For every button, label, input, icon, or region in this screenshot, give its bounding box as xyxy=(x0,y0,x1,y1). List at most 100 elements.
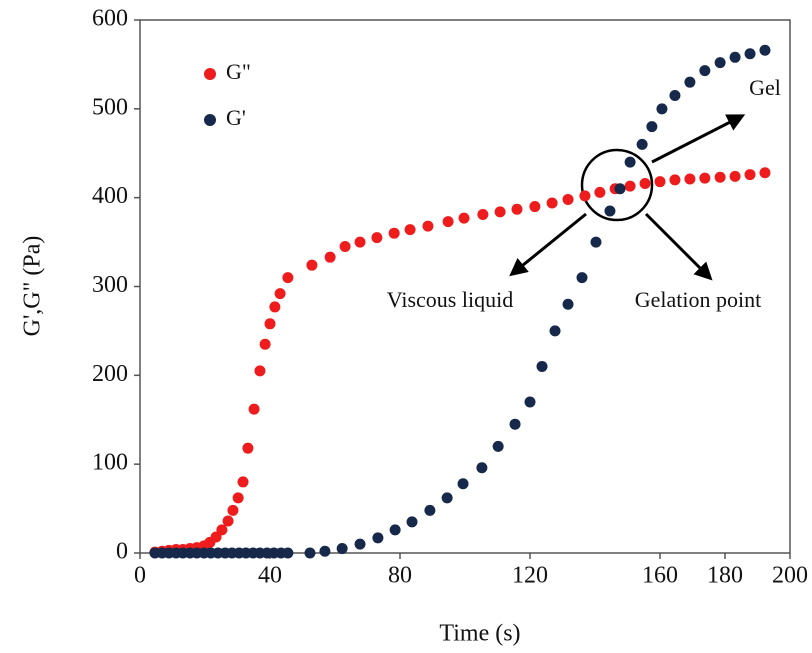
point xyxy=(304,547,316,559)
point xyxy=(282,272,294,284)
point xyxy=(646,121,658,133)
y-tick-label: 300 xyxy=(92,272,128,298)
y-tick-label: 100 xyxy=(92,450,128,476)
point xyxy=(242,442,254,454)
point xyxy=(319,545,331,557)
point xyxy=(714,171,726,183)
point xyxy=(354,236,366,248)
annotation: Gel xyxy=(749,75,781,100)
annotation: Gelation point xyxy=(635,287,761,312)
point xyxy=(339,241,351,253)
point xyxy=(371,232,383,244)
point xyxy=(759,167,771,179)
point xyxy=(511,203,523,215)
point xyxy=(404,224,416,236)
point xyxy=(389,524,401,536)
y-axis-title: G',G" (Pa) xyxy=(20,236,46,337)
point xyxy=(529,201,541,213)
point xyxy=(442,216,454,228)
x-axis-title: Time (s) xyxy=(439,621,520,647)
point xyxy=(494,206,506,218)
point xyxy=(546,197,558,209)
point xyxy=(232,492,244,504)
point xyxy=(254,365,266,377)
point xyxy=(458,212,470,224)
point xyxy=(562,298,574,310)
y-tick-label: 400 xyxy=(92,183,128,209)
point xyxy=(476,462,488,474)
point xyxy=(744,48,756,60)
x-tick-label: 80 xyxy=(388,563,412,589)
point xyxy=(424,504,436,516)
point xyxy=(714,57,726,69)
point xyxy=(744,169,756,181)
point xyxy=(684,173,696,185)
point xyxy=(264,318,276,330)
y-tick-label: 200 xyxy=(92,361,128,387)
point xyxy=(624,156,636,168)
point xyxy=(269,301,281,313)
point xyxy=(441,492,453,504)
point xyxy=(576,272,588,284)
point xyxy=(590,236,602,248)
point xyxy=(684,76,696,88)
y-tick-label: 0 xyxy=(116,539,128,565)
point xyxy=(222,515,234,527)
point xyxy=(406,516,418,528)
point xyxy=(492,440,504,452)
point xyxy=(536,360,548,372)
point xyxy=(457,478,469,490)
point xyxy=(669,174,681,186)
point xyxy=(656,103,668,115)
point xyxy=(324,251,336,263)
point xyxy=(388,227,400,239)
point xyxy=(336,543,348,555)
point xyxy=(729,170,741,182)
point xyxy=(248,403,260,415)
annotation: Viscous liquid xyxy=(387,287,513,312)
point xyxy=(422,220,434,232)
x-tick-label: 120 xyxy=(512,563,548,589)
point xyxy=(654,176,666,188)
point xyxy=(639,177,651,189)
point xyxy=(579,190,591,202)
y-tick-label: 600 xyxy=(92,6,128,32)
x-tick-label: 160 xyxy=(642,563,678,589)
point xyxy=(614,183,626,195)
x-tick-label: 0 xyxy=(134,563,146,589)
point xyxy=(274,288,286,300)
point xyxy=(699,65,711,77)
point xyxy=(237,476,249,488)
point xyxy=(562,193,574,205)
legend-label: G' xyxy=(226,105,246,130)
point xyxy=(636,138,648,150)
point xyxy=(524,396,536,408)
arrow xyxy=(509,212,587,277)
point xyxy=(354,538,366,550)
gelation-circle xyxy=(580,148,654,222)
x-tick-label: 200 xyxy=(772,563,808,589)
legend-marker xyxy=(204,68,216,80)
point xyxy=(549,325,561,337)
x-tick-label: 40 xyxy=(258,563,282,589)
point xyxy=(372,532,384,544)
point xyxy=(604,205,616,217)
arrow xyxy=(651,114,746,164)
point xyxy=(669,90,681,102)
arrow xyxy=(644,212,713,281)
point xyxy=(509,418,521,430)
y-tick-label: 500 xyxy=(92,94,128,120)
legend-marker xyxy=(204,114,216,126)
point xyxy=(227,504,239,516)
point xyxy=(729,51,741,63)
point xyxy=(259,338,271,350)
point xyxy=(699,172,711,184)
point xyxy=(759,44,771,56)
point xyxy=(306,259,318,271)
x-tick-label: 180 xyxy=(707,563,743,589)
point xyxy=(624,180,636,192)
point xyxy=(594,186,606,198)
point xyxy=(477,209,489,221)
point xyxy=(216,524,228,536)
